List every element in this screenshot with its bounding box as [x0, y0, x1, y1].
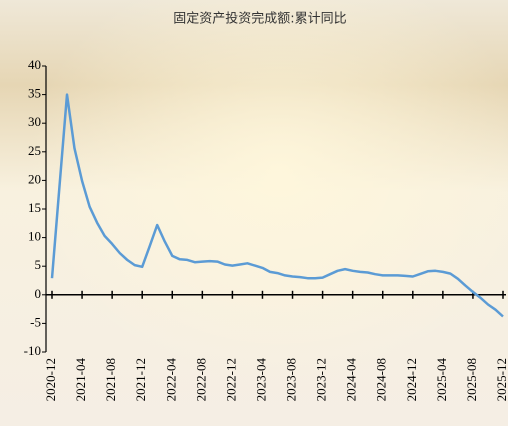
x-tick-label: 2024-12 [404, 358, 419, 401]
x-tick-label: 2025-04 [434, 358, 449, 402]
y-tick-label: 30 [28, 114, 41, 129]
x-tick-label: 2024-08 [374, 358, 389, 401]
y-tick-label: -5 [30, 314, 41, 329]
x-tick-label: 2022-12 [223, 358, 238, 401]
y-tick-label: 25 [28, 143, 41, 158]
x-tick-label: 2023-08 [284, 358, 299, 401]
y-tick-label: 20 [28, 171, 41, 186]
y-tick-label: 0 [35, 286, 42, 301]
x-tick-label: 2023-12 [314, 358, 329, 401]
y-tick-label: 10 [28, 229, 41, 244]
x-tick-label: 2020-12 [43, 358, 58, 401]
y-tick-label: 40 [28, 57, 41, 72]
x-tick-label: 2025-08 [464, 358, 479, 401]
x-tick-label: 2024-04 [344, 358, 359, 402]
x-tick-label: 2022-04 [163, 358, 178, 402]
y-tick-label: 15 [28, 200, 41, 215]
y-tick-label: 5 [35, 257, 42, 272]
x-tick-label: 2025-12 [494, 358, 508, 401]
y-tick-label: -10 [24, 343, 41, 358]
x-tick-label: 2022-08 [193, 358, 208, 401]
y-tick-label: 35 [28, 86, 41, 101]
x-tick-label: 2021-12 [133, 358, 148, 401]
x-tick-label: 2021-08 [103, 358, 118, 401]
x-tick-label: 2023-04 [253, 358, 268, 402]
chart: 固定资产投资完成额:累计同比 -10 -5 0 5 10 15 20 25 30 35 40 2020… [0, 0, 508, 426]
x-tick-label: 2021-04 [73, 358, 88, 402]
chart-title: 固定资产投资完成额:累计同比 [173, 11, 346, 27]
